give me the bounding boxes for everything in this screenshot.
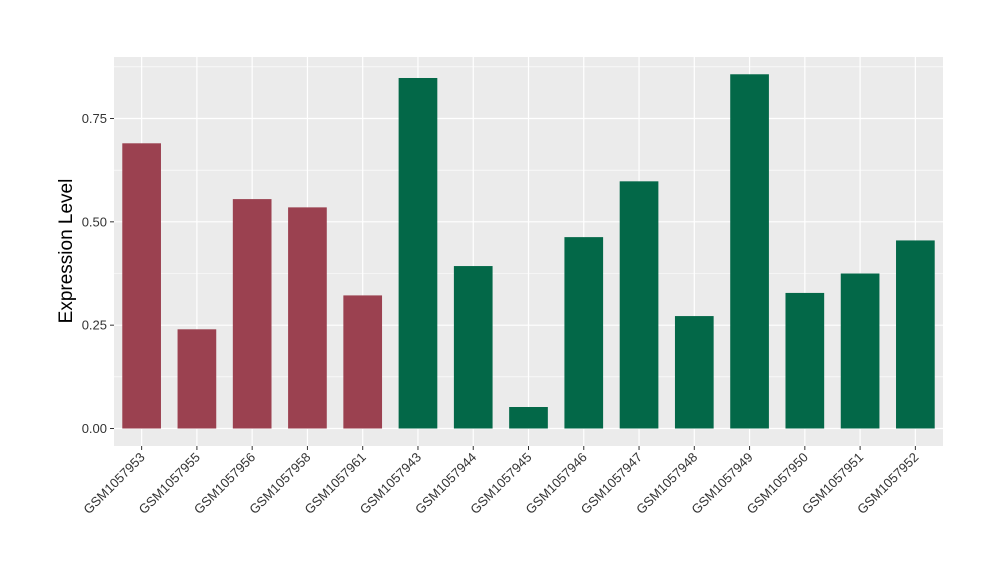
y-tick-label: 0.25 bbox=[82, 318, 107, 333]
bar-GSM1057955 bbox=[177, 329, 217, 429]
bars bbox=[122, 74, 935, 429]
bar-GSM1057951 bbox=[840, 273, 880, 429]
bar-GSM1057958 bbox=[288, 207, 327, 429]
y-tick-label: 0.00 bbox=[82, 421, 107, 436]
bar-GSM1057944 bbox=[453, 266, 493, 429]
bar-GSM1057956 bbox=[232, 199, 272, 429]
bar-GSM1057953 bbox=[122, 143, 161, 429]
y-tick-label: 0.75 bbox=[82, 111, 107, 126]
bar-GSM1057952 bbox=[896, 240, 935, 429]
y-axis: 0.00 0.25 0.50 0.75 bbox=[82, 111, 114, 436]
bar-GSM1057947 bbox=[619, 181, 659, 429]
y-tick-label: 0.50 bbox=[82, 214, 107, 229]
bar-GSM1057945 bbox=[509, 407, 548, 429]
y-axis-title: Expression Level bbox=[56, 179, 77, 324]
bar-GSM1057948 bbox=[674, 316, 714, 429]
x-axis: GSM1057953GSM1057955GSM1057956GSM1057958… bbox=[80, 446, 921, 517]
bar-GSM1057949 bbox=[730, 74, 769, 429]
bar-GSM1057943 bbox=[398, 77, 438, 429]
bar-GSM1057950 bbox=[785, 292, 825, 429]
bar-GSM1057946 bbox=[564, 237, 604, 429]
bar-GSM1057961 bbox=[343, 295, 383, 429]
